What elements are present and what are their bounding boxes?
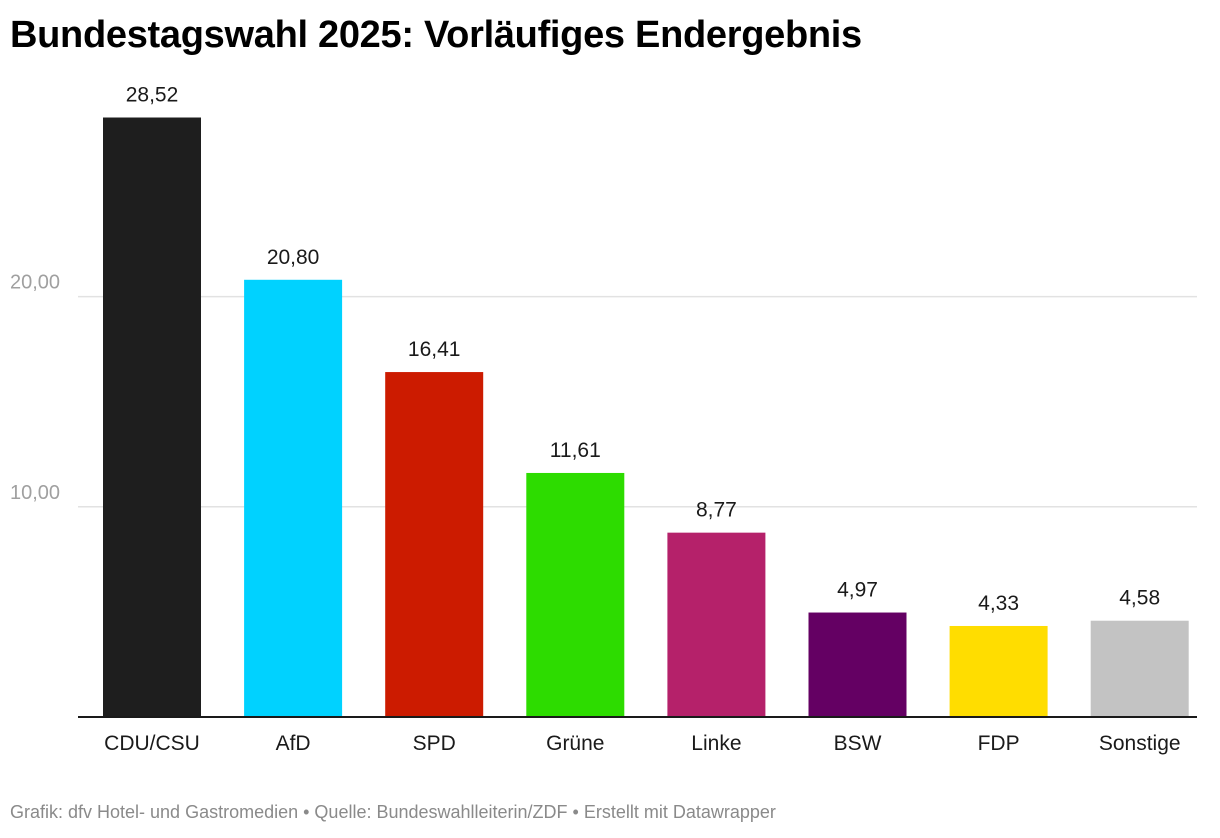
bar	[808, 612, 907, 717]
source-footer: Grafik: dfv Hotel- und Gastromedien • Qu…	[10, 802, 776, 822]
data-label: 28,52	[126, 84, 179, 107]
data-label: 11,61	[550, 439, 601, 462]
data-label: 4,33	[978, 592, 1019, 615]
data-label: 4,58	[1119, 587, 1160, 610]
y-tick-label: 10,00	[10, 482, 60, 504]
x-tick-label: CDU/CSU	[104, 732, 200, 755]
x-tick-label: BSW	[834, 732, 882, 755]
bar	[244, 279, 343, 717]
x-tick-label: Linke	[691, 732, 741, 755]
bar	[667, 532, 766, 717]
bars	[103, 117, 1189, 718]
x-tick-label: SPD	[413, 732, 456, 755]
bar	[1090, 620, 1189, 717]
x-tick-label: Sonstige	[1099, 732, 1181, 755]
x-tick-label: FDP	[978, 732, 1020, 755]
data-label: 16,41	[408, 338, 461, 361]
data-label: 8,77	[696, 499, 737, 522]
x-tick-label: AfD	[276, 732, 311, 755]
x-tick-label: Grüne	[546, 732, 604, 755]
bar-chart: 10,00 20,00 28,52 CDU/CSU 20,80 AfD 16,41 SPD 11…	[10, 84, 1197, 755]
data-label: 4,97	[837, 579, 878, 602]
labels: 10,00 20,00 28,52 CDU/CSU 20,80 AfD 16,41 SPD 11…	[10, 84, 1181, 755]
bar	[103, 117, 201, 718]
y-tick-label: 20,00	[10, 272, 60, 294]
chart-title: Bundestagswahl 2025: Vorläufiges Enderge…	[10, 14, 862, 56]
bar	[385, 372, 484, 717]
bar	[949, 625, 1048, 717]
bar	[526, 472, 625, 717]
data-label: 20,80	[267, 246, 320, 269]
